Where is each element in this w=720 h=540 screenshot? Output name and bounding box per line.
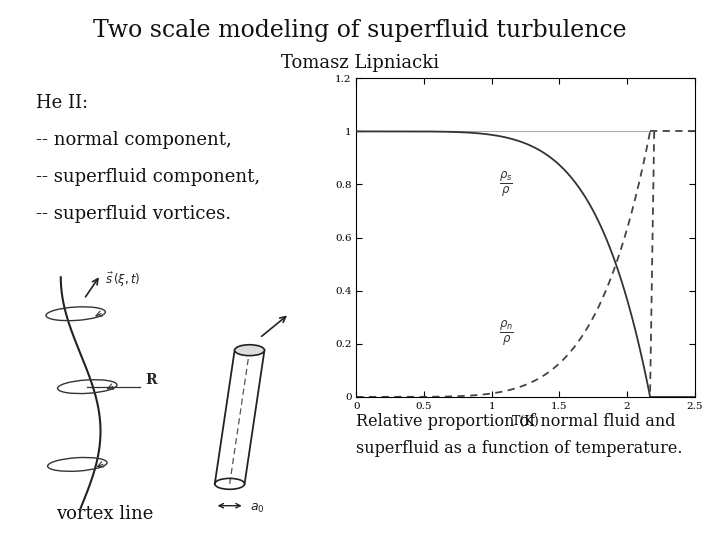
Text: R: R xyxy=(145,373,157,387)
Text: $\vec{s}\,(\xi,t)$: $\vec{s}\,(\xi,t)$ xyxy=(106,271,141,289)
Text: Tomasz Lipniacki: Tomasz Lipniacki xyxy=(281,54,439,72)
Text: Relative proportion of normal fluid and: Relative proportion of normal fluid and xyxy=(356,413,676,430)
Text: -- normal component,: -- normal component, xyxy=(36,131,232,149)
Text: Two scale modeling of superfluid turbulence: Two scale modeling of superfluid turbule… xyxy=(93,19,627,42)
Text: He II:: He II: xyxy=(36,94,88,112)
X-axis label: T(K): T(K) xyxy=(512,415,539,428)
Text: $a_0$: $a_0$ xyxy=(250,502,264,515)
Text: superfluid as a function of temperature.: superfluid as a function of temperature. xyxy=(356,440,683,457)
Text: -- superfluid vortices.: -- superfluid vortices. xyxy=(36,205,231,222)
Text: $\frac{\rho_s}{\rho}$: $\frac{\rho_s}{\rho}$ xyxy=(498,170,513,199)
Ellipse shape xyxy=(235,345,264,356)
Text: $\frac{\rho_n}{\rho}$: $\frac{\rho_n}{\rho}$ xyxy=(498,319,513,348)
Text: -- superfluid component,: -- superfluid component, xyxy=(36,168,260,186)
Text: vortex line: vortex line xyxy=(55,505,153,523)
